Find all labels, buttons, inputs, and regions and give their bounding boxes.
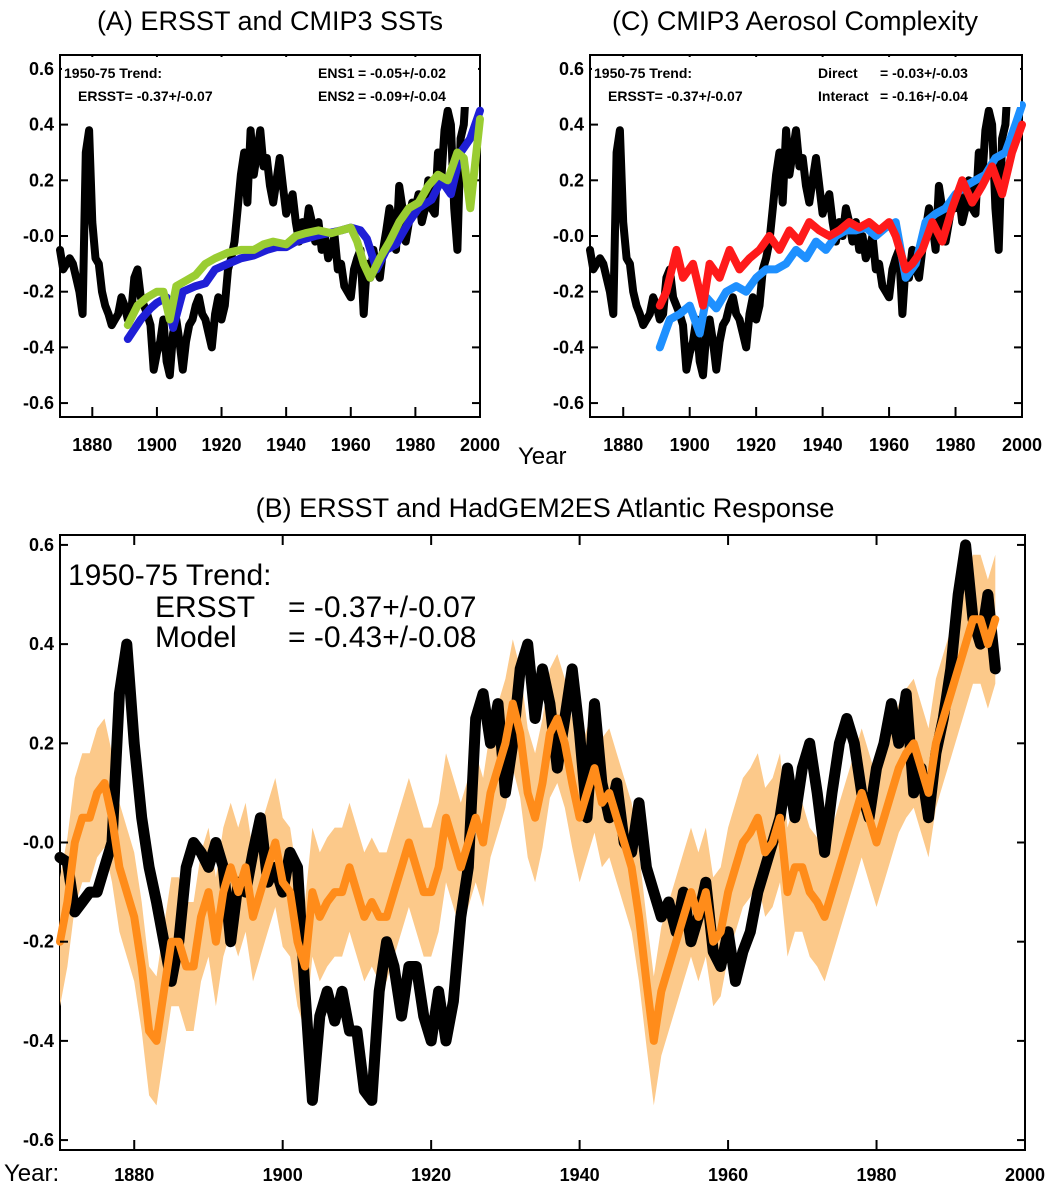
panel-c-series-interact — [655, 120, 1026, 310]
panel-a-trend-title: 1950-75 Trend: — [64, 65, 162, 81]
panel-c-series — [586, 64, 1026, 380]
panel-a-annotations: 1950-75 Trend: ERSST= -0.37+/-0.07 ENS1 … — [62, 57, 478, 107]
panel-c-xtick-label: 1960 — [869, 435, 909, 455]
panel-a-legend-ens1-name: ENS1 — [318, 65, 355, 81]
panel-a-legend-ens2-value: = -0.09+/-0.04 — [358, 88, 446, 104]
panel-a-series — [56, 64, 484, 380]
panel-a-annotation-bg — [62, 57, 478, 107]
panel-c-xtick-label: 1920 — [736, 435, 776, 455]
panel-a-xtick-label: 1940 — [266, 435, 306, 455]
panel-b-ytick-label: 0.2 — [29, 733, 54, 753]
panel-a: (A) ERSST and CMIP3 SSTs -0.6 -0.4 -0.2 -0.… — [23, 6, 500, 455]
panel-c-xtick-label: 2000 — [1002, 435, 1042, 455]
panel-c-ytick-label: -0.2 — [553, 282, 584, 302]
panel-a-ytick-label: -0.6 — [23, 393, 54, 413]
panel-a-frame — [59, 54, 481, 418]
panel-c-annotation-bg — [592, 57, 1020, 107]
panel-b-annotations: 1950-75 Trend: ERSST = -0.37+/-0.07 Mode… — [68, 559, 476, 654]
panel-b-ytick-label: 0.4 — [29, 634, 54, 654]
x-axis-label-bottom: Year: — [4, 1160, 59, 1187]
panel-a-xtick-label: 1880 — [72, 435, 112, 455]
panel-c-ersst-trend: ERSST= -0.37+/-0.07 — [608, 88, 743, 104]
panel-b-xtick-label: 1980 — [857, 1165, 897, 1185]
panel-a-xtick-label: 1960 — [331, 435, 371, 455]
panel-c-ytick-label: 0.2 — [559, 170, 584, 190]
panel-c-xtick-label: 1900 — [670, 435, 710, 455]
panel-b-xtick-label: 1960 — [708, 1165, 748, 1185]
panel-b-title: (B) ERSST and HadGEM2ES Atlantic Respons… — [256, 493, 835, 523]
panel-b-model-spread-band — [60, 554, 996, 1106]
panel-a-series-ens2 — [123, 115, 484, 330]
panel-b-xtick-label: 1880 — [114, 1165, 154, 1185]
panel-b-ytick-label: -0.0 — [23, 833, 54, 853]
panel-b-ticks: -0.6 -0.4 -0.2 -0.0 0.2 0.4 0.6 1880 1900 1920 194… — [23, 535, 1045, 1185]
panel-c: (C) CMIP3 Aerosol Complexity -0.6-0.4-0.… — [553, 6, 1042, 455]
panel-b-xtick-label: 1900 — [263, 1165, 303, 1185]
panel-b-ersst-value: = -0.37+/-0.07 — [288, 591, 476, 624]
panel-b-xtick-label: 1940 — [560, 1165, 600, 1185]
panel-a-xtick-label: 1900 — [137, 435, 177, 455]
panel-b-xtick-label: 2000 — [1005, 1165, 1045, 1185]
panel-c-legend-interact-value: = -0.16+/-0.04 — [880, 88, 968, 104]
panel-a-ytick-label: -0.4 — [23, 337, 54, 357]
panel-a-ersst-trend: ERSST= -0.37+/-0.07 — [78, 88, 213, 104]
panel-b-ersst-name: ERSST — [155, 591, 255, 624]
panel-b-xtick-label: 1920 — [411, 1165, 451, 1185]
panel-c-title: (C) CMIP3 Aerosol Complexity — [612, 6, 979, 36]
panel-c-xtick-label: 1940 — [803, 435, 843, 455]
panel-a-ytick-label: 0.4 — [29, 115, 54, 135]
panel-a-legend-ens1-value: = -0.05+/-0.02 — [358, 65, 446, 81]
panel-c-xtick-label: 1880 — [603, 435, 643, 455]
panel-b-trend-title: 1950-75 Trend: — [68, 559, 271, 592]
panel-c-ytick-label: -0.6 — [553, 393, 584, 413]
panel-a-xtick-label: 1920 — [202, 435, 242, 455]
panel-a-series-ens1 — [123, 106, 484, 343]
panel-b-model-value: = -0.43+/-0.08 — [288, 621, 476, 654]
panel-b-series-model — [56, 615, 1000, 1045]
panel-a-xtick-label: 1980 — [395, 435, 435, 455]
panel-b-ytick-label: -0.2 — [23, 932, 54, 952]
panel-b-model-name: Model — [155, 621, 237, 654]
panel-a-ytick-label: 0.2 — [29, 170, 54, 190]
panel-b-band-group — [60, 554, 996, 1106]
panel-a-title: (A) ERSST and CMIP3 SSTs — [97, 6, 443, 36]
panel-b-series-ersst — [54, 539, 1001, 1106]
panel-b-ytick-label: -0.6 — [23, 1130, 54, 1150]
panel-c-ytick-label: 0.4 — [559, 115, 584, 135]
panel-a-ytick-label: 0.6 — [29, 59, 54, 79]
panel-c-ticks: -0.6 -0.4 -0.2 -0.0 0.2 0.4 0.6 1880 1900 1920 194… — [553, 55, 1042, 455]
panel-c-legend-direct-value: = -0.03+/-0.03 — [880, 65, 968, 81]
panel-a-legend-ens2-name: ENS2 — [318, 88, 355, 104]
x-axis-label-top: Year — [518, 443, 567, 470]
panel-c-ytick-label: -0.0 — [553, 226, 584, 246]
panel-a-ytick-label: -0.0 — [23, 226, 54, 246]
panel-c-legend-direct-name: Direct — [818, 65, 858, 81]
panel-c-xtick-label: 1980 — [936, 435, 976, 455]
panel-c-ytick-label: 0.6 — [559, 59, 584, 79]
panel-c-ytick-label: -0.4 — [553, 337, 584, 357]
panel-c-annotations: 1950-75 Trend: ERSST= -0.37+/-0.07 Direc… — [592, 57, 1020, 107]
panel-a-ytick-label: -0.2 — [23, 282, 54, 302]
panel-b-ytick-label: -0.4 — [23, 1031, 54, 1051]
panel-b: (B) ERSST and HadGEM2ES Atlantic Respons… — [23, 493, 1045, 1185]
panel-c-series-ersst — [586, 64, 1013, 380]
panel-b-ytick-label: 0.6 — [29, 535, 54, 555]
panel-a-xtick-label: 2000 — [460, 435, 500, 455]
panel-c-trend-title: 1950-75 Trend: — [594, 65, 692, 81]
panel-b-series — [54, 539, 1001, 1106]
panel-c-legend-interact-name: Interact — [818, 88, 869, 104]
